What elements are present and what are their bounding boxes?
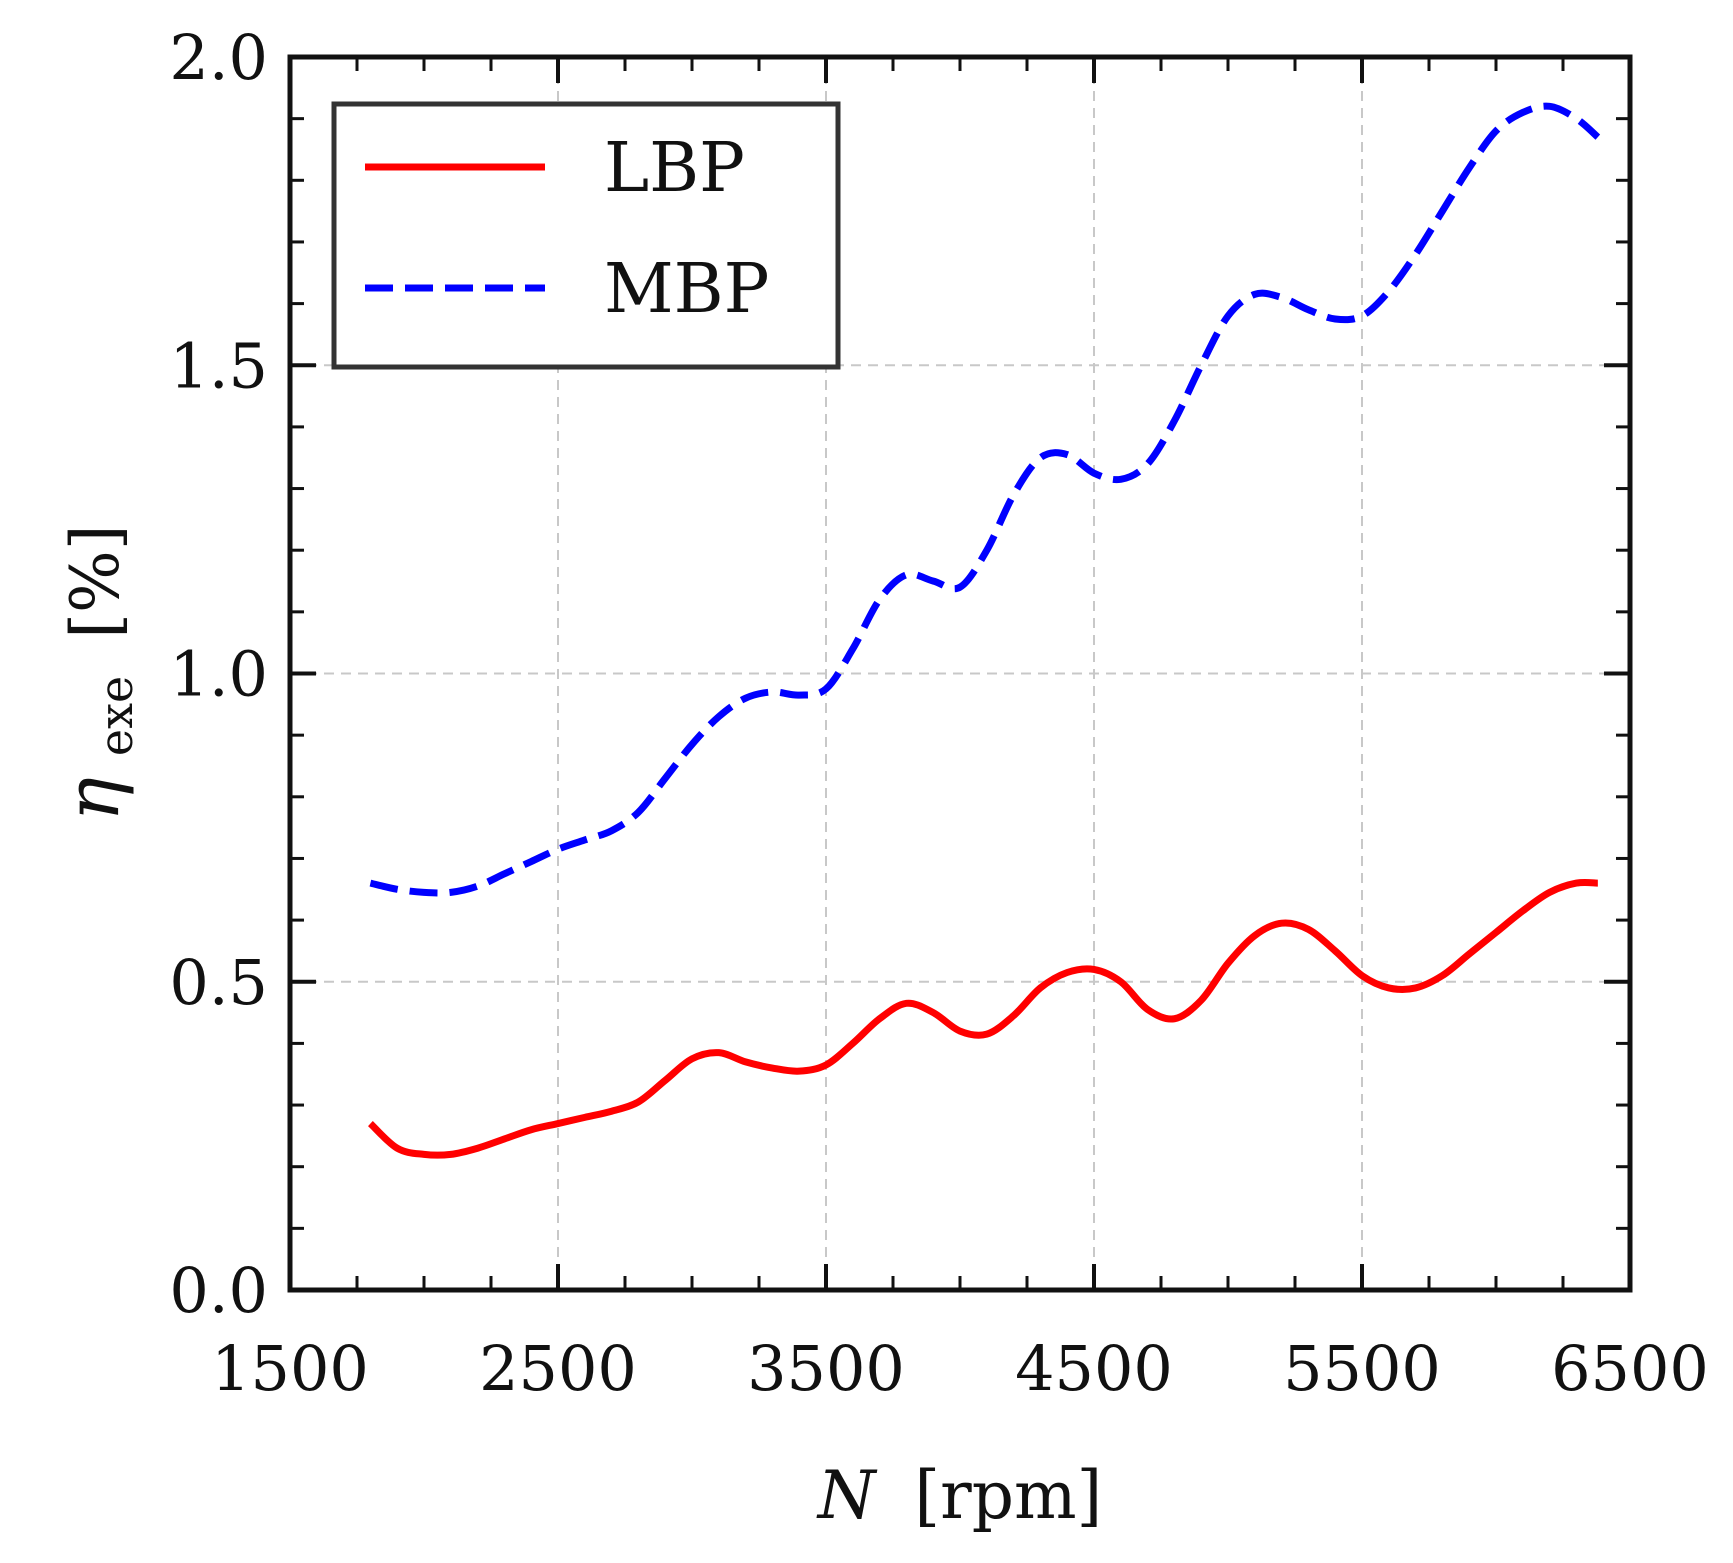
series-layer (367, 102, 1601, 1159)
y-axis-label-subscript: exe (89, 676, 143, 756)
tick-labels: 1500 2500 3500 4500 5500 6500 0.0 0.5 1.0 1.5 2.0 (169, 21, 1709, 1405)
x-tick-label: 4500 (1015, 1332, 1173, 1405)
y-tick-label: 0.5 (169, 946, 268, 1019)
x-tick-label: 2500 (479, 1332, 637, 1405)
y-tick-label: 0.0 (169, 1254, 268, 1327)
legend-box (331, 101, 841, 370)
legend: LBP MBP (331, 101, 841, 370)
x-tick-label: 1500 (211, 1332, 369, 1405)
legend-label-mbp: MBP (604, 250, 769, 329)
y-tick-label: 1.0 (169, 638, 268, 711)
x-axis-label-var: N (816, 1457, 878, 1534)
legend-label-lbp: LBP (604, 129, 745, 208)
y-axis-label-symbol: η (50, 777, 136, 821)
x-tick-label: 5500 (1283, 1332, 1441, 1405)
y-axis-label: η exe [%] (50, 525, 148, 822)
x-tick-label: 6500 (1551, 1332, 1709, 1405)
ticks (288, 55, 1632, 1292)
y-axis-label-unit: [%] (57, 525, 134, 639)
series-line-mbp (369, 102, 1601, 897)
x-tick-label: 3500 (747, 1332, 905, 1405)
series-line-lbp (367, 878, 1598, 1159)
x-axis-label-unit: [rpm] (914, 1457, 1102, 1534)
y-tick-label: 1.5 (169, 329, 268, 402)
y-tick-label: 2.0 (169, 21, 268, 94)
x-axis-label: N [rpm] (816, 1457, 1103, 1534)
